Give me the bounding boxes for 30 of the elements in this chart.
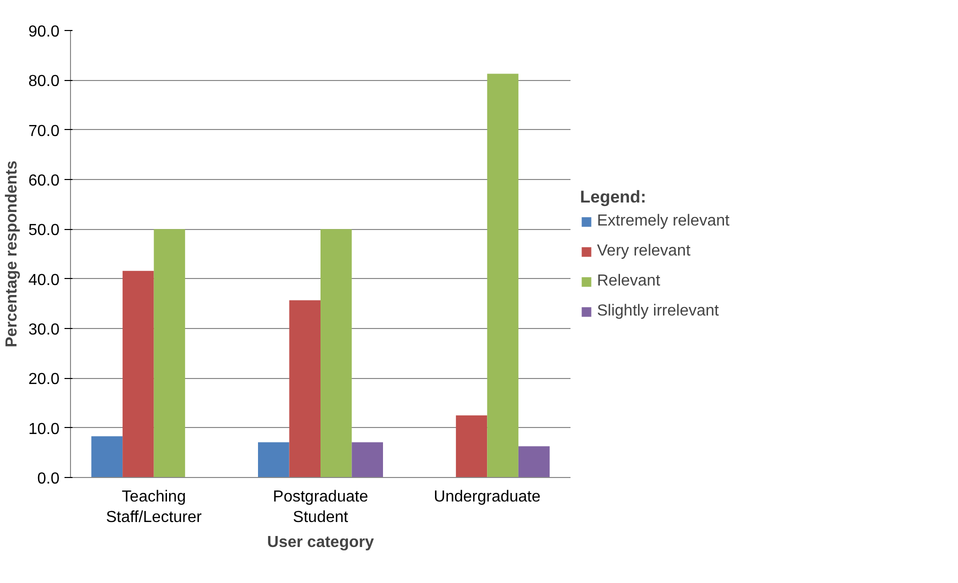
y-tick-label: 10.0 — [28, 420, 60, 438]
bar — [487, 74, 518, 478]
y-tick-label: 20.0 — [28, 371, 60, 388]
bar — [456, 415, 488, 478]
y-tick-label: 0.0 — [37, 470, 60, 488]
bar — [352, 442, 383, 478]
legend-label: Relevant — [597, 272, 660, 290]
y-tick-label: 80.0 — [28, 73, 60, 90]
bar — [122, 270, 154, 478]
x-tick-label: Undergraduate — [434, 488, 541, 506]
bar — [154, 229, 186, 478]
y-tick-label: 30.0 — [28, 322, 60, 338]
bar — [289, 300, 320, 478]
bar — [91, 436, 123, 478]
y-tick-label: 70.0 — [28, 122, 60, 140]
y-tick-label: 40.0 — [28, 272, 60, 289]
legend-label: Slightly irrelevant — [597, 302, 719, 320]
x-tick-label: Teaching Staff/Lecturer — [106, 488, 202, 526]
x-axis-title: User category — [267, 534, 374, 551]
y-tick-label: 50.0 — [28, 222, 60, 240]
bar — [320, 229, 352, 478]
y-axis-title: Percentage respondents — [3, 160, 20, 348]
y-tick-label: 90.0 — [28, 24, 60, 40]
legend-label: Very relevant — [597, 242, 690, 260]
bar — [518, 446, 550, 478]
x-tick-label: Postgraduate Student — [272, 488, 368, 526]
bar — [258, 442, 290, 478]
legend-title: Legend: — [580, 187, 648, 207]
legend-label: Extremely relevant — [597, 212, 730, 230]
y-tick-label: 60.0 — [28, 172, 60, 190]
